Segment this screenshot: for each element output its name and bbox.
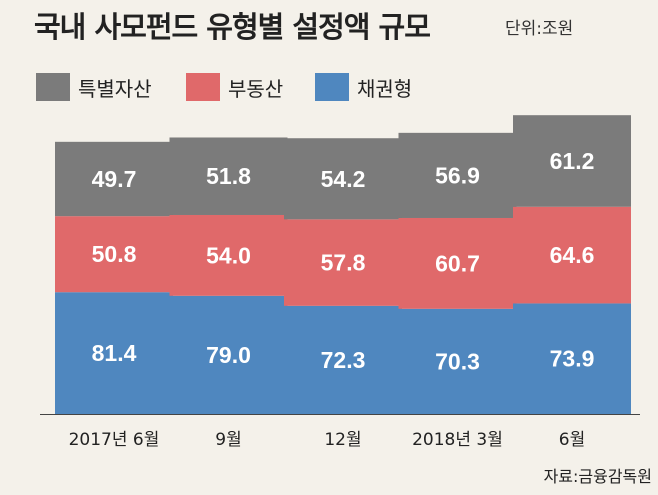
legend-label-special-assets: 특별자산: [78, 76, 152, 101]
value-label-bond-4: 73.9: [550, 346, 595, 372]
bar-bond-3: [398, 308, 517, 414]
x-tick-label-1: 9월: [215, 430, 241, 450]
bar-real-estate-2: [284, 219, 402, 306]
x-tick-label-0: 2017년 6월: [69, 430, 160, 450]
bar-real-estate-4: [513, 206, 631, 304]
bar-bond-2: [284, 305, 402, 414]
value-label-special-assets-1: 51.8: [206, 163, 251, 189]
value-label-bond-3: 70.3: [435, 348, 480, 374]
bar-bond-0: [55, 292, 173, 414]
value-label-real-estate-0: 50.8: [92, 241, 137, 267]
value-label-special-assets-2: 54.2: [321, 166, 366, 192]
value-label-special-assets-0: 49.7: [92, 166, 137, 192]
unit-label: 단위:조원: [505, 19, 574, 39]
chart-title: 국내 사모펀드 유형별 설정액 규모: [34, 10, 431, 44]
x-tick-label-3: 2018년 3월: [412, 430, 503, 450]
bar-real-estate-1: [169, 214, 288, 296]
legend-swatch-bond: [315, 73, 349, 101]
value-label-special-assets-3: 56.9: [435, 162, 480, 188]
bar-special-assets-4: [513, 115, 631, 207]
bar-special-assets-0: [55, 141, 173, 217]
x-tick-label-2: 12월: [324, 430, 361, 450]
bar-bond-4: [513, 303, 631, 414]
x-tick-label-4: 6월: [559, 430, 585, 450]
legend-swatch-special-assets: [36, 73, 70, 101]
bar-bond-1: [169, 295, 288, 414]
bar-real-estate-0: [55, 216, 173, 293]
legend-bond: 채권형: [315, 73, 412, 101]
value-label-bond-0: 81.4: [92, 340, 137, 366]
bar-real-estate-3: [398, 217, 517, 309]
value-label-real-estate-2: 57.8: [321, 250, 366, 276]
value-label-special-assets-4: 61.2: [550, 148, 595, 174]
source-note: 자료:금융감독원: [543, 467, 652, 486]
legend-real-estate: 부동산: [186, 73, 283, 101]
bar-special-assets-2: [284, 138, 402, 220]
legend-swatch-real-estate: [186, 73, 220, 101]
legend-label-real-estate: 부동산: [228, 76, 284, 101]
value-label-real-estate-4: 64.6: [550, 242, 595, 268]
value-label-real-estate-3: 60.7: [435, 250, 480, 276]
legend-special-assets: 특별자산: [36, 73, 152, 101]
value-label-real-estate-1: 54.0: [206, 242, 251, 268]
bar-special-assets-1: [169, 137, 288, 215]
bar-special-assets-3: [398, 132, 517, 218]
value-label-bond-1: 79.0: [206, 342, 251, 368]
legend-label-bond: 채권형: [357, 76, 413, 101]
value-label-bond-2: 72.3: [321, 347, 366, 373]
